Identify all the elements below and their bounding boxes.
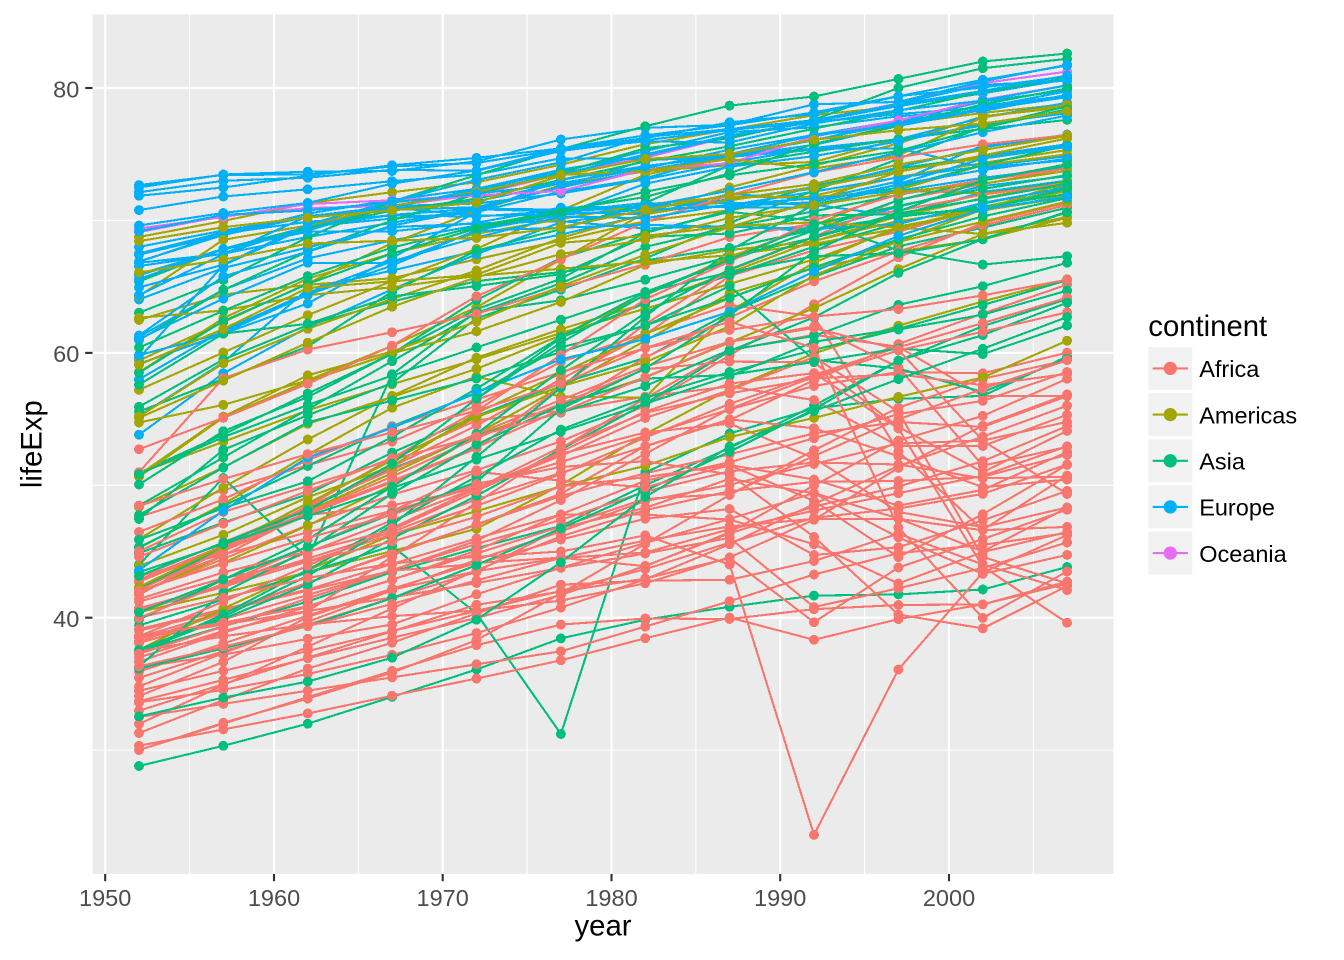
svg-text:Oceania: Oceania: [1199, 541, 1287, 567]
svg-text:1960: 1960: [248, 885, 300, 911]
svg-text:80: 80: [53, 76, 79, 102]
svg-text:2000: 2000: [923, 885, 975, 911]
svg-text:1970: 1970: [417, 885, 469, 911]
svg-text:continent: continent: [1148, 310, 1267, 343]
svg-text:60: 60: [53, 341, 79, 367]
svg-text:Europe: Europe: [1199, 495, 1275, 521]
svg-text:Americas: Americas: [1199, 402, 1297, 428]
svg-text:Asia: Asia: [1199, 448, 1246, 474]
svg-text:40: 40: [53, 606, 79, 632]
svg-text:1950: 1950: [79, 885, 131, 911]
svg-text:year: year: [575, 910, 632, 943]
svg-text:Africa: Africa: [1199, 356, 1260, 382]
svg-text:1980: 1980: [585, 885, 637, 911]
svg-text:1990: 1990: [754, 885, 806, 911]
svg-text:lifeExp: lifeExp: [15, 400, 48, 488]
